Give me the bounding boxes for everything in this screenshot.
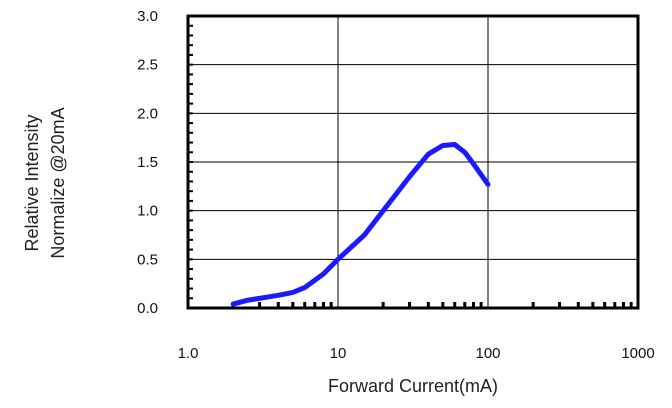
- y-tick-label: 2.0: [137, 105, 158, 122]
- y-axis-title-line-2: Normalize @20mA: [48, 107, 68, 258]
- x-tick-label: 100: [475, 345, 500, 362]
- y-tick-label: 1.0: [137, 203, 158, 220]
- series-layer: [230, 142, 491, 307]
- y-axis-title: Relative Intensity Normalize @20mA: [22, 107, 68, 258]
- y-tick-label: 1.5: [137, 154, 158, 171]
- y-tick-label: 0.0: [137, 300, 158, 317]
- y-tick-label: 0.5: [137, 251, 158, 268]
- series-line: [230, 142, 491, 307]
- y-tick-labels: 0.0 0.5 1.0 1.5 2.0 2.5 3.0: [137, 8, 158, 317]
- x-tick-label: 1000: [621, 345, 654, 362]
- y-tick-label: 2.5: [137, 57, 158, 74]
- x-tick-label: 10: [330, 345, 347, 362]
- y-axis-title-line-1: Relative Intensity: [22, 114, 42, 251]
- grid-lines: [188, 16, 638, 308]
- x-axis-title: Forward Current(mA): [328, 376, 498, 396]
- minor-ticks: [188, 24, 633, 308]
- y-tick-label: 3.0: [137, 8, 158, 25]
- plot-frame: [186, 14, 640, 310]
- x-tick-label: 1.0: [178, 345, 199, 362]
- x-tick-labels: 1.0 10 100 1000: [178, 345, 655, 362]
